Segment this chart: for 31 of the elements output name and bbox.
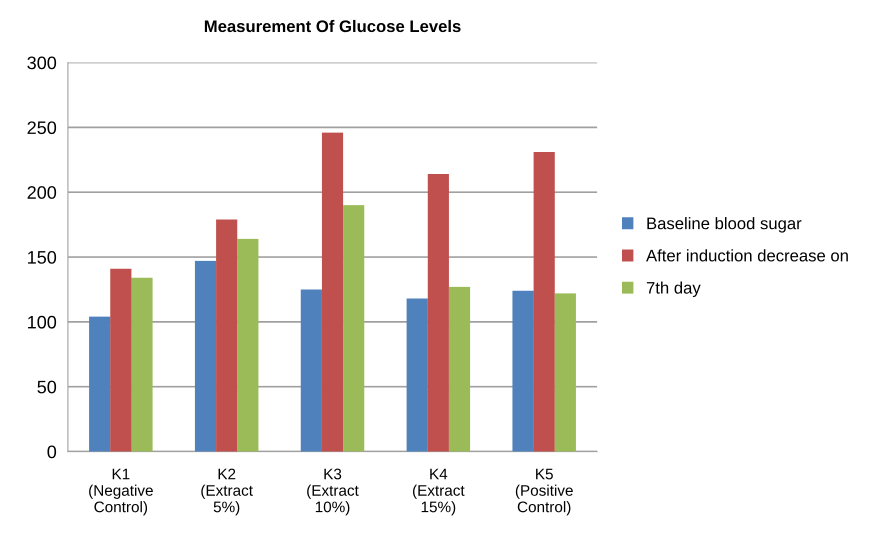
bar — [343, 205, 364, 452]
y-tick-label: 250 — [28, 121, 56, 134]
bar — [237, 238, 258, 452]
y-tick-label: 200 — [28, 186, 56, 199]
bar — [428, 174, 449, 452]
bar — [131, 278, 153, 452]
bar — [512, 290, 534, 452]
x-tick-label: K3 (Extract 10%) — [307, 468, 359, 516]
bar — [554, 293, 576, 452]
bar — [322, 132, 344, 452]
bar — [216, 219, 238, 452]
chart-title: Measurement Of Glucose Levels — [204, 20, 461, 32]
y-tick-label: 300 — [27, 56, 56, 70]
bar — [406, 298, 428, 452]
y-tick-label: 150 — [28, 250, 56, 264]
legend-label: Baseline blood sugar — [647, 217, 802, 233]
bar — [194, 260, 216, 452]
x-tick-label: K1 (Negative Control) — [89, 468, 153, 516]
bar — [300, 289, 322, 452]
bar — [110, 268, 132, 452]
legend-label: After induction decrease on — [646, 249, 848, 262]
x-tick-label: K2 (Extract 5%) — [201, 468, 253, 516]
legend-label: 7th day — [646, 281, 701, 298]
x-tick-label: K5 (Positive Control) — [516, 468, 573, 516]
bar — [89, 316, 110, 452]
x-tick-label: K4 (Extract 15%) — [412, 468, 465, 516]
y-tick-label: 50 — [37, 380, 56, 394]
y-tick-label: 0 — [47, 445, 56, 458]
bar — [534, 152, 555, 452]
bar — [448, 286, 470, 452]
y-tick-label: 100 — [28, 316, 56, 329]
